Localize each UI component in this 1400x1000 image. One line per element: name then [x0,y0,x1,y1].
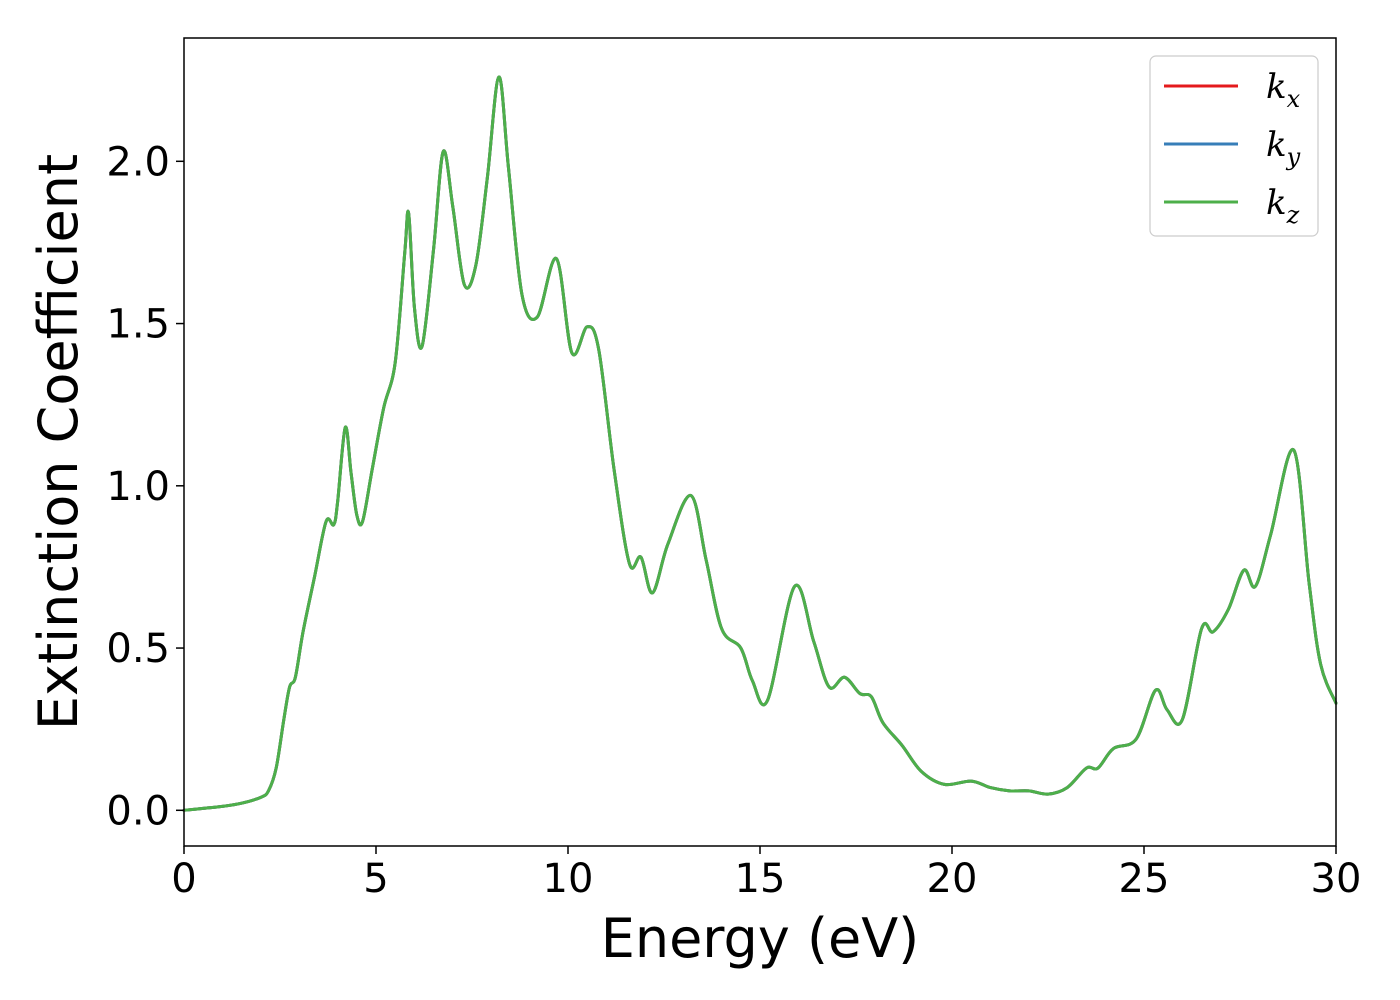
y-tick-label: 1.0 [106,464,170,510]
legend-label-subscript: x [1287,85,1301,113]
series-layer [184,77,1336,810]
y-tick-label: 2.0 [106,139,170,185]
legend-label-subscript: y [1286,143,1301,171]
x-axis: 0 5 10 15 20 25 30 [171,846,1361,902]
y-tick-label: 0.5 [106,626,170,672]
legend-label-ky: ky [1266,125,1301,171]
y-tick-label: 1.5 [106,302,170,348]
y-tick-label: 0.0 [106,788,170,834]
x-tick-label: 15 [735,856,786,902]
legend-label-base: k [1266,125,1287,165]
y-axis: 0.0 0.5 1.0 1.5 2.0 [106,139,184,834]
legend-label-kz: kz [1266,183,1300,229]
x-tick-label: 0 [171,856,196,902]
x-tick-label: 5 [363,856,388,902]
x-tick-label: 25 [1119,856,1170,902]
legend-label-subscript: z [1286,201,1300,229]
x-tick-label: 20 [927,856,978,902]
legend-box [1149,55,1319,237]
x-tick-label: 30 [1311,856,1362,902]
legend-label-base: k [1266,183,1287,223]
legend-label-base: k [1266,67,1287,107]
x-axis-title: Energy (eV) [601,907,920,970]
series-line-kz [184,77,1336,810]
legend-label-kx: kx [1266,67,1301,113]
y-axis-title: Extinction Coefficient [27,154,90,730]
x-tick-label: 10 [543,856,594,902]
